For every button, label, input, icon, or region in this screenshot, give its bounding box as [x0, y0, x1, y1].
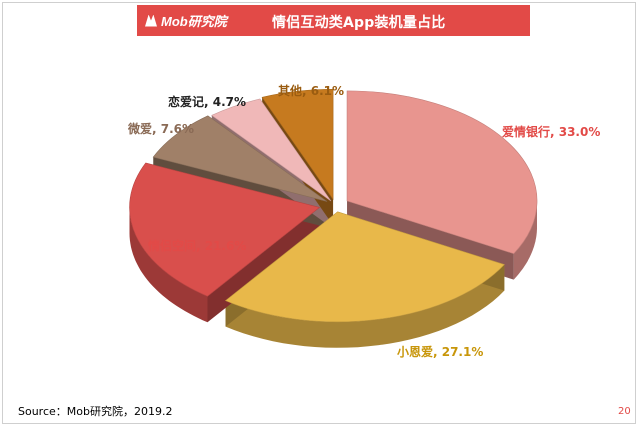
- page-number: 20: [618, 406, 631, 417]
- chart-title: 情侣互动类App装机量占比: [272, 15, 446, 31]
- slice-wall-1: [225, 264, 505, 348]
- slice-1: [224, 211, 505, 323]
- slice-3: [152, 115, 328, 202]
- slice-2: [129, 162, 321, 297]
- slice-wall-0: [513, 200, 537, 280]
- slice-label-4: 恋爱记, 4.7%: [168, 94, 246, 109]
- title-bar: Mob研究院 情侣互动类App装机量占比: [137, 5, 530, 36]
- slice-5: [261, 89, 334, 201]
- slice-label-3: 微爱, 7.6%: [127, 121, 194, 136]
- logo-text: Mob研究院: [161, 14, 227, 29]
- slice-label-2: 情侣空间, 21.6%: [148, 238, 246, 253]
- slice-label-0: 爱情银行, 33.0%: [502, 124, 600, 139]
- slice-4: [211, 98, 332, 202]
- slice-wall-2: [129, 207, 208, 323]
- slice-label-1: 小恩爱, 27.1%: [397, 344, 483, 359]
- mob-logo-icon: [145, 14, 157, 27]
- slide-frame: [2, 2, 636, 424]
- slice-0: [346, 90, 538, 255]
- source-note: Source：Mob研究院，2019.2: [18, 405, 173, 418]
- slice-label-5: 其他, 6.1%: [278, 83, 344, 98]
- mob-logo: Mob研究院: [145, 11, 227, 30]
